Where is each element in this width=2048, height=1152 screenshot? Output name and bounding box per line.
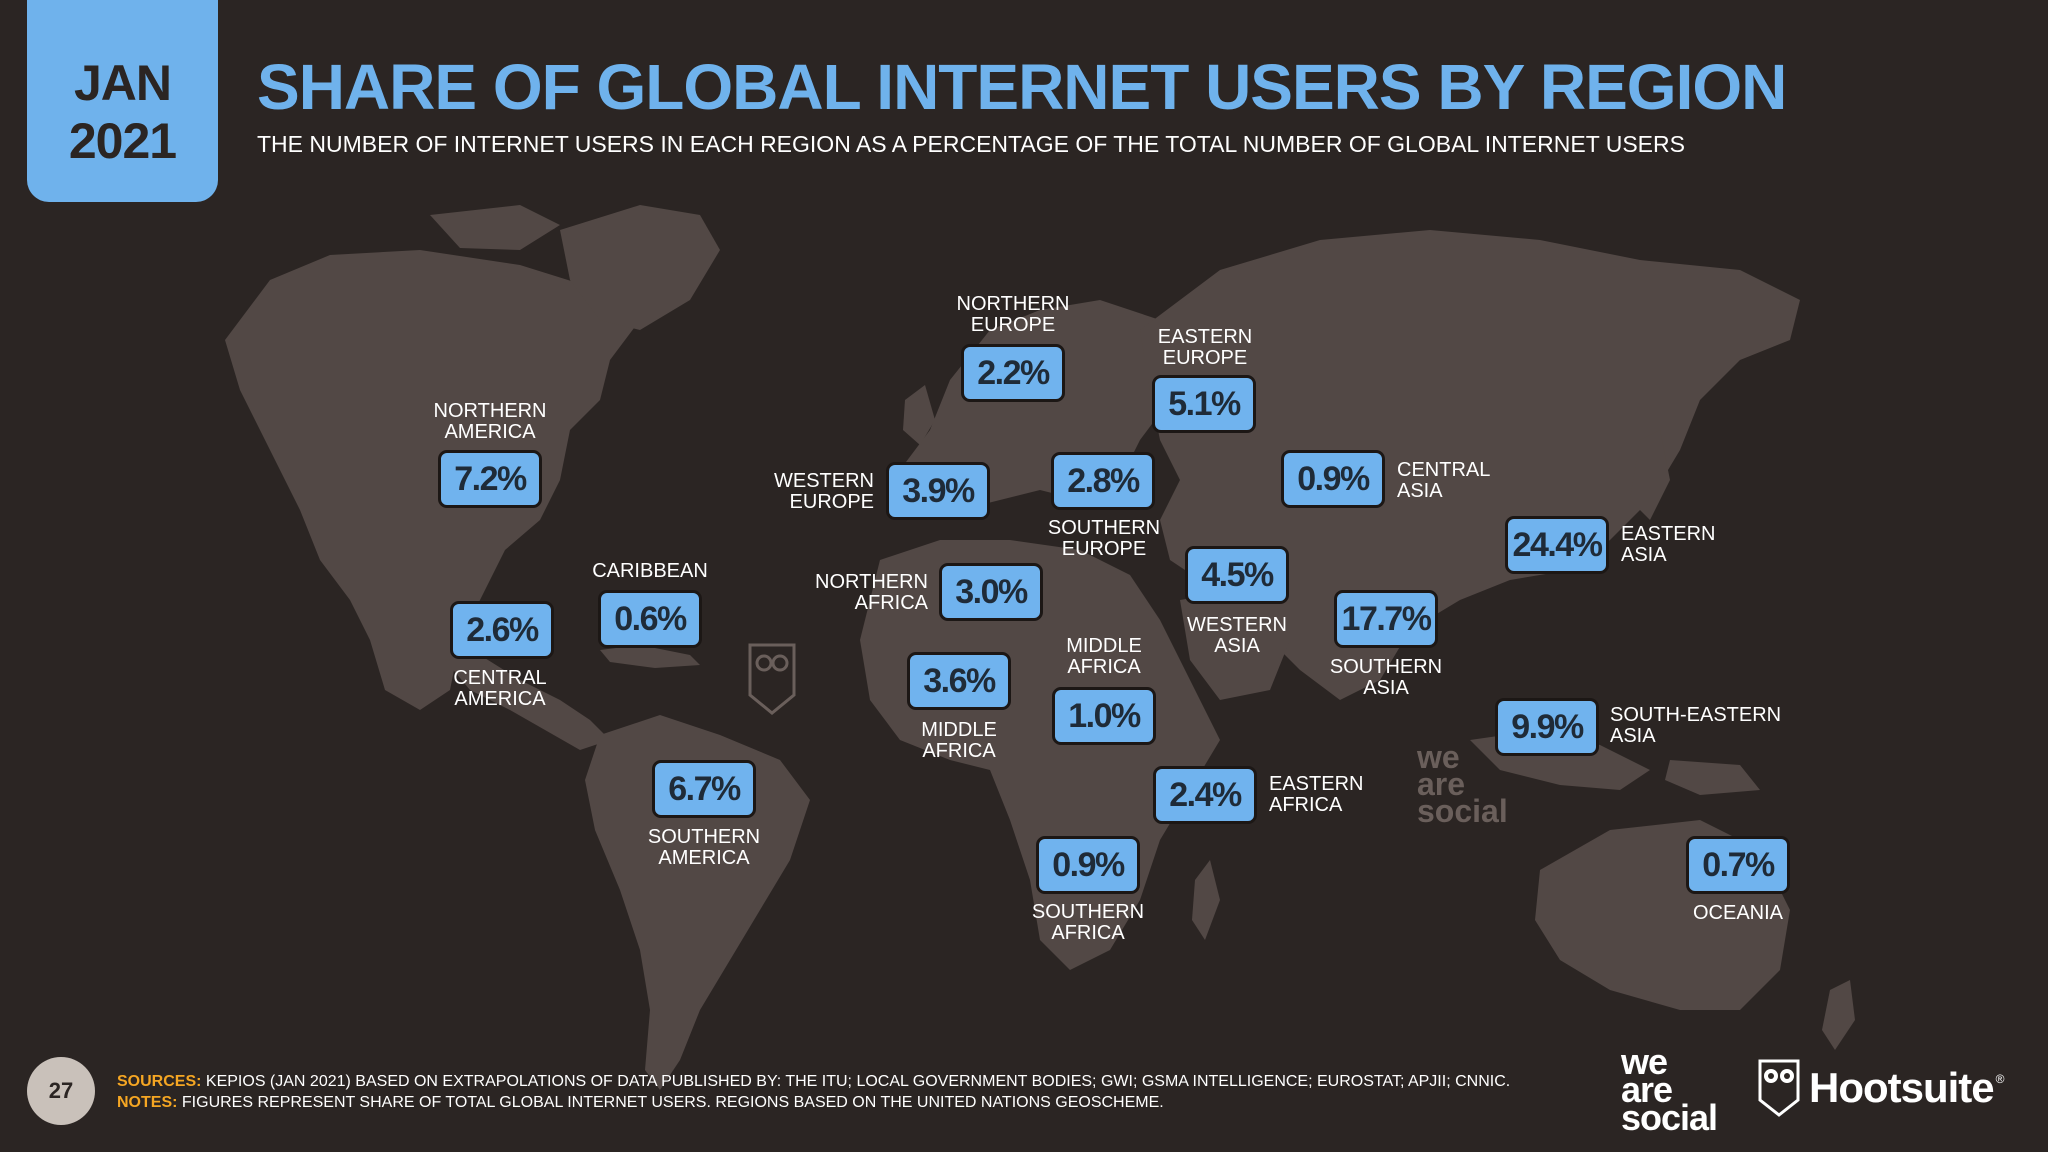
land-asia xyxy=(1140,230,1800,700)
sources-key: SOURCES: xyxy=(117,1073,202,1090)
land-arctic-islands xyxy=(430,205,560,250)
region-label-southern-europe: SOUTHERN EUROPE xyxy=(1047,517,1161,560)
region-value-oceania: 0.7% xyxy=(1686,836,1790,894)
region-value-caribbean: 0.6% xyxy=(598,590,702,648)
region-label-oceania: OCEANIA xyxy=(1692,902,1784,924)
land-new-zealand xyxy=(1822,980,1855,1050)
owl-watermark-icon xyxy=(748,643,796,715)
footer-notes: SOURCES: KEPIOS (JAN 2021) BASED ON EXTR… xyxy=(117,1071,1510,1113)
region-value-northern-europe: 2.2% xyxy=(961,344,1065,402)
region-value-northern-africa: 3.0% xyxy=(939,563,1043,621)
region-value-southern-africa: 0.9% xyxy=(1036,836,1140,894)
region-label-southern-asia: SOUTHERN ASIA xyxy=(1329,656,1443,699)
hootsuite-wordmark: Hootsuite xyxy=(1809,1064,1995,1111)
watermark-line-3: social xyxy=(1417,793,1508,829)
region-label-southern-africa: SOUTHERN AFRICA xyxy=(1031,901,1145,944)
region-label-western-africa: MIDDLE AFRICA xyxy=(921,719,997,762)
region-value-middle-africa: 1.0% xyxy=(1052,687,1156,745)
page-title: SHARE OF GLOBAL INTERNET USERS BY REGION xyxy=(257,51,1787,123)
region-value-eastern-europe: 5.1% xyxy=(1152,375,1256,433)
region-label-south-eastern-asia: SOUTH-EASTERN ASIA xyxy=(1610,704,1782,747)
region-value-central-asia: 0.9% xyxy=(1281,450,1385,508)
region-label-northern-europe: NORTHERN EUROPE xyxy=(956,293,1070,336)
sources-line: SOURCES: KEPIOS (JAN 2021) BASED ON EXTR… xyxy=(117,1071,1510,1092)
region-label-eastern-africa: EASTERN AFRICA xyxy=(1269,773,1364,816)
hootsuite-owl-icon xyxy=(1758,1059,1800,1117)
land-arabia xyxy=(1180,590,1290,700)
region-label-central-asia: CENTRAL ASIA xyxy=(1397,459,1491,502)
region-value-eastern-asia: 24.4% xyxy=(1505,516,1609,574)
region-value-western-europe: 3.9% xyxy=(886,462,990,520)
region-label-southern-america: SOUTHERN AMERICA xyxy=(647,826,761,869)
land-japan xyxy=(1630,430,1670,520)
page-subtitle: THE NUMBER OF INTERNET USERS IN EACH REG… xyxy=(257,131,1685,157)
region-label-western-europe: WESTERN EUROPE xyxy=(774,470,874,513)
hootsuite-logo: Hootsuite ® xyxy=(1757,1058,2005,1118)
region-label-northern-america: NORTHERN AMERICA xyxy=(433,400,547,443)
region-value-central-america: 2.6% xyxy=(450,601,554,659)
notes-text: FIGURES REPRESENT SHARE OF TOTAL GLOBAL … xyxy=(181,1094,1164,1111)
region-label-middle-africa: MIDDLE AFRICA xyxy=(1066,635,1142,678)
region-value-southern-america: 6.7% xyxy=(652,760,756,818)
registered-mark: ® xyxy=(1995,1072,2005,1086)
region-label-western-asia: WESTERN ASIA xyxy=(1187,614,1287,657)
region-value-southern-asia: 17.7% xyxy=(1334,590,1438,648)
region-value-northern-america: 7.2% xyxy=(438,450,542,508)
watermark-line-2: are xyxy=(1417,766,1465,802)
land-north-america xyxy=(225,250,640,710)
notes-key: NOTES: xyxy=(117,1094,178,1111)
date-tab: JAN 2021 xyxy=(27,0,218,202)
region-label-northern-africa: NORTHERN AFRICA xyxy=(815,571,928,614)
land-central-america xyxy=(445,655,610,750)
region-value-western-asia: 4.5% xyxy=(1185,546,1289,604)
date-month: JAN xyxy=(73,55,172,111)
notes-line: NOTES: FIGURES REPRESENT SHARE OF TOTAL … xyxy=(117,1092,1510,1113)
region-label-central-america: CENTRAL AMERICA xyxy=(453,667,547,710)
region-value-southern-europe: 2.8% xyxy=(1051,452,1155,510)
land-madagascar xyxy=(1192,860,1220,940)
region-label-eastern-europe: EASTERN EUROPE xyxy=(1157,326,1253,369)
watermark-line-1: we xyxy=(1416,739,1460,775)
land-caribbean xyxy=(600,645,700,668)
date-year: 2021 xyxy=(68,113,177,169)
land-uk xyxy=(903,385,935,445)
land-new-guinea xyxy=(1665,760,1760,795)
we-are-social-logo: we are social xyxy=(1621,1041,1718,1138)
land-greenland xyxy=(560,205,720,330)
region-label-eastern-asia: EASTERN ASIA xyxy=(1621,523,1716,566)
sources-text: KEPIOS (JAN 2021) BASED ON EXTRAPOLATION… xyxy=(205,1073,1511,1090)
region-value-eastern-africa: 2.4% xyxy=(1153,766,1257,824)
region-value-western-africa: 3.6% xyxy=(907,652,1011,710)
region-value-south-eastern-asia: 9.9% xyxy=(1495,698,1599,756)
region-label-caribbean: CARIBBEAN xyxy=(592,560,708,582)
page-number: 27 xyxy=(27,1057,95,1125)
